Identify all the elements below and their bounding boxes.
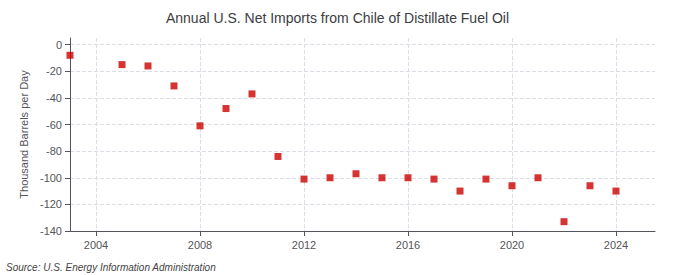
svg-text:-120: -120 <box>40 198 62 210</box>
svg-text:-140: -140 <box>40 225 62 237</box>
svg-text:2020: 2020 <box>500 239 524 251</box>
svg-text:2004: 2004 <box>84 239 108 251</box>
svg-text:-80: -80 <box>46 145 62 157</box>
svg-text:2016: 2016 <box>396 239 420 251</box>
svg-text:-60: -60 <box>46 119 62 131</box>
svg-text:Source: U.S. Energy Informatio: Source: U.S. Energy Information Administ… <box>6 262 216 273</box>
svg-text:2008: 2008 <box>188 239 212 251</box>
svg-text:-20: -20 <box>46 65 62 77</box>
svg-text:0: 0 <box>56 39 62 51</box>
svg-text:2024: 2024 <box>604 239 628 251</box>
svg-text:Annual U.S. Net Imports from C: Annual U.S. Net Imports from Chile of Di… <box>166 10 509 26</box>
svg-text:2012: 2012 <box>292 239 316 251</box>
svg-text:-100: -100 <box>40 172 62 184</box>
svg-text:-40: -40 <box>46 92 62 104</box>
svg-text:Thousand Barrels per Day: Thousand Barrels per Day <box>18 70 30 199</box>
